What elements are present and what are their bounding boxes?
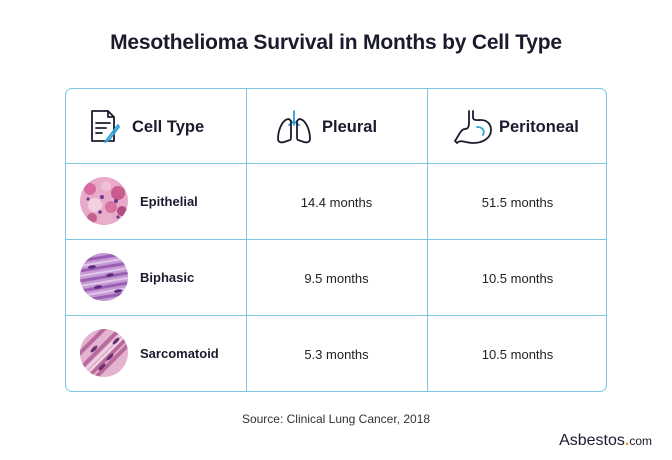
cell-type-label: Epithelial xyxy=(140,193,198,209)
row-divider xyxy=(66,315,606,316)
row-label-cell: Epithelial xyxy=(80,176,198,226)
source-note: Source: Clinical Lung Cancer, 2018 xyxy=(241,412,431,426)
document-pen-icon xyxy=(84,107,124,147)
page-title: Mesothelioma Survival in Months by Cell … xyxy=(110,31,562,54)
column-divider xyxy=(246,89,247,391)
pleural-value: 9.5 months xyxy=(304,271,369,286)
biphasic-tissue-icon xyxy=(80,253,128,301)
stomach-icon xyxy=(451,107,492,147)
cell-type-label: Sarcomatoid xyxy=(140,345,219,361)
brand-name: Asbestos xyxy=(559,432,625,449)
brand-dot: . xyxy=(624,432,630,449)
peritoneal-value: 10.5 months xyxy=(481,271,554,286)
header-label: Cell Type xyxy=(132,117,205,136)
header-cell-type: Cell Type xyxy=(84,89,204,165)
pleural-value: 14.4 months xyxy=(300,195,373,210)
sarcomatoid-tissue-icon xyxy=(80,329,128,377)
survival-table: Cell Type Pleural Peritoneal xyxy=(65,88,607,392)
peritoneal-value: 51.5 months xyxy=(481,195,554,210)
peritoneal-value: 10.5 months xyxy=(481,347,554,362)
pleural-value: 5.3 months xyxy=(304,347,369,362)
row-divider xyxy=(66,163,606,164)
header-pleural: Pleural xyxy=(274,89,377,165)
epithelial-tissue-icon xyxy=(80,177,128,225)
row-label-cell: Sarcomatoid xyxy=(80,328,219,378)
header-label: Pleural xyxy=(322,117,378,136)
column-divider xyxy=(427,89,428,391)
header-label: Peritoneal xyxy=(499,117,579,136)
row-divider xyxy=(66,239,606,240)
cell-type-label: Biphasic xyxy=(140,269,195,285)
header-peritoneal: Peritoneal xyxy=(451,89,579,165)
brand-suffix: com xyxy=(629,434,652,448)
row-label-cell: Biphasic xyxy=(80,252,194,302)
brand-logo[interactable]: Asbestos. com xyxy=(559,432,652,450)
lungs-icon xyxy=(274,107,314,147)
